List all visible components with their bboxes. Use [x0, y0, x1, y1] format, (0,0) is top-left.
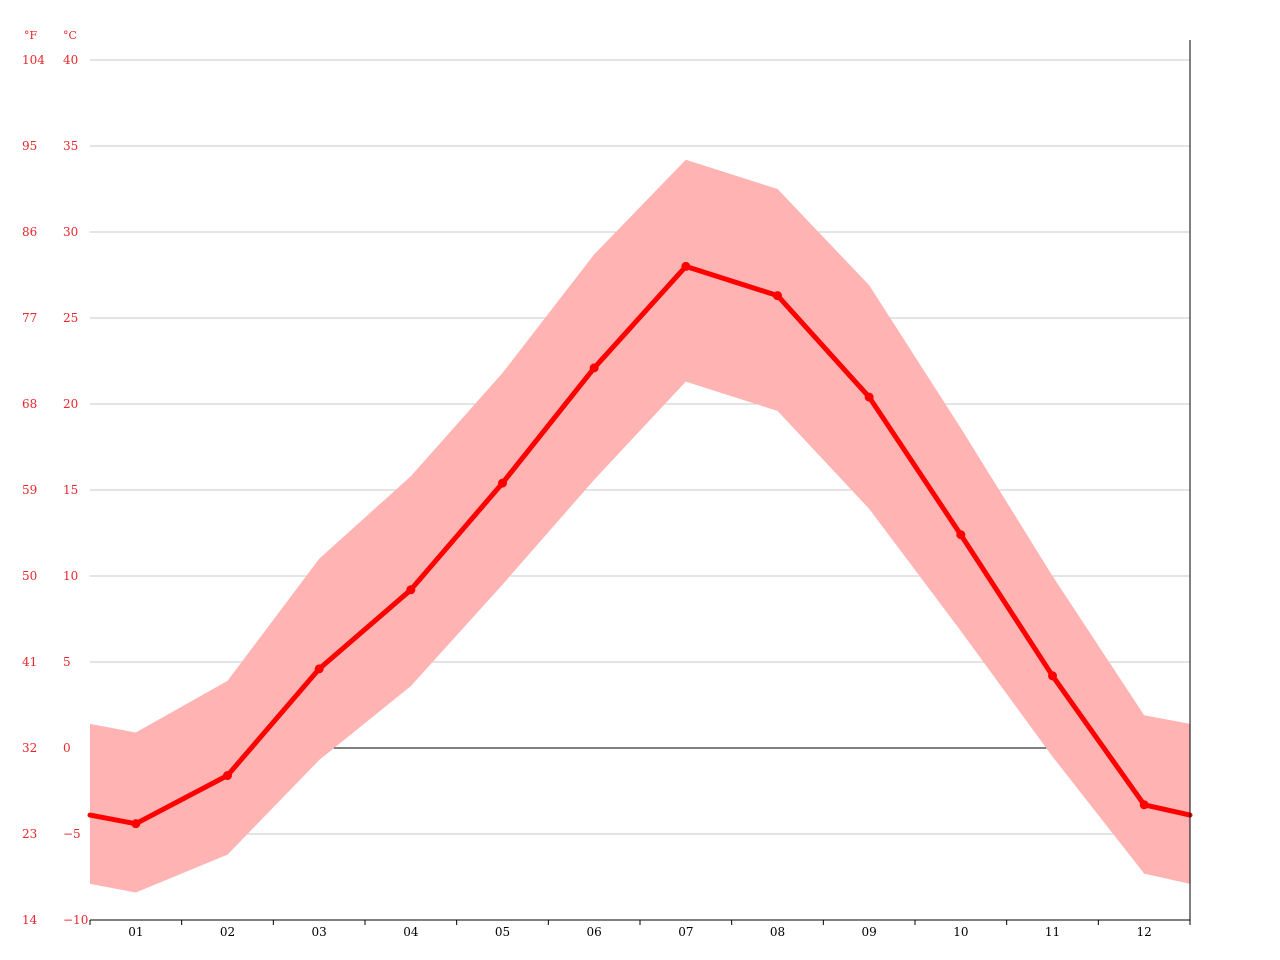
- x-tick-label: 05: [495, 925, 510, 939]
- y-tick-label-fahrenheit: 95: [22, 139, 37, 153]
- mean-temperature-line: [87, 263, 1193, 827]
- unit-label-fahrenheit: °F: [24, 29, 38, 42]
- data-point: [223, 771, 232, 781]
- y-tick-label-celsius: 25: [63, 311, 78, 325]
- y-tick-label-fahrenheit: 14: [22, 913, 38, 927]
- x-tick-label: 08: [770, 925, 785, 939]
- y-tick-label-fahrenheit: 86: [22, 225, 37, 239]
- data-point: [498, 478, 507, 488]
- y-tick-label-fahrenheit: 41: [22, 655, 37, 669]
- y-tick-label-celsius: 20: [63, 397, 78, 411]
- temperature-range-band: [90, 159, 1190, 893]
- data-point: [1048, 671, 1057, 681]
- data-point: [314, 664, 324, 674]
- y-tick-label-fahrenheit: 104: [22, 53, 45, 67]
- x-tick-label: 01: [128, 925, 143, 939]
- data-point: [131, 819, 141, 829]
- y-tick-label-celsius: 35: [63, 139, 78, 153]
- y-tick-label-celsius: 0: [63, 741, 71, 755]
- y-tick-label-fahrenheit: 59: [22, 483, 37, 497]
- x-tick-label: 11: [1045, 925, 1060, 939]
- data-point: [589, 363, 599, 373]
- x-tick-label: 04: [403, 925, 419, 939]
- y-tick-label-celsius: −5: [63, 827, 81, 841]
- x-tick-label: 09: [862, 925, 877, 939]
- x-tick-label: 06: [587, 925, 602, 939]
- y-tick-label-fahrenheit: 77: [22, 311, 37, 325]
- y-tick-label-fahrenheit: 32: [22, 741, 37, 755]
- data-point: [956, 530, 966, 540]
- y-tick-label-celsius: 10: [63, 569, 78, 583]
- data-point: [406, 585, 416, 595]
- y-tick-label-fahrenheit: 23: [22, 827, 37, 841]
- data-point: [1139, 800, 1149, 810]
- y-tick-label-celsius: 5: [63, 655, 71, 669]
- y-tick-label-celsius: −10: [63, 913, 88, 927]
- x-tick-label: 07: [678, 925, 693, 939]
- unit-label-celsius: °C: [63, 29, 77, 42]
- data-point: [773, 291, 782, 301]
- y-tick-label-fahrenheit: 68: [22, 397, 37, 411]
- x-tick-label: 02: [220, 925, 235, 939]
- x-tick-label: 12: [1137, 925, 1152, 939]
- data-point: [864, 392, 874, 402]
- y-tick-label-fahrenheit: 50: [22, 569, 37, 583]
- x-tick-label: 03: [312, 925, 327, 939]
- y-tick-label-celsius: 15: [63, 483, 78, 497]
- y-tick-label-celsius: 30: [63, 225, 78, 239]
- x-tick-label: 10: [953, 925, 968, 939]
- y-tick-label-celsius: 40: [63, 53, 78, 67]
- data-point: [681, 261, 691, 271]
